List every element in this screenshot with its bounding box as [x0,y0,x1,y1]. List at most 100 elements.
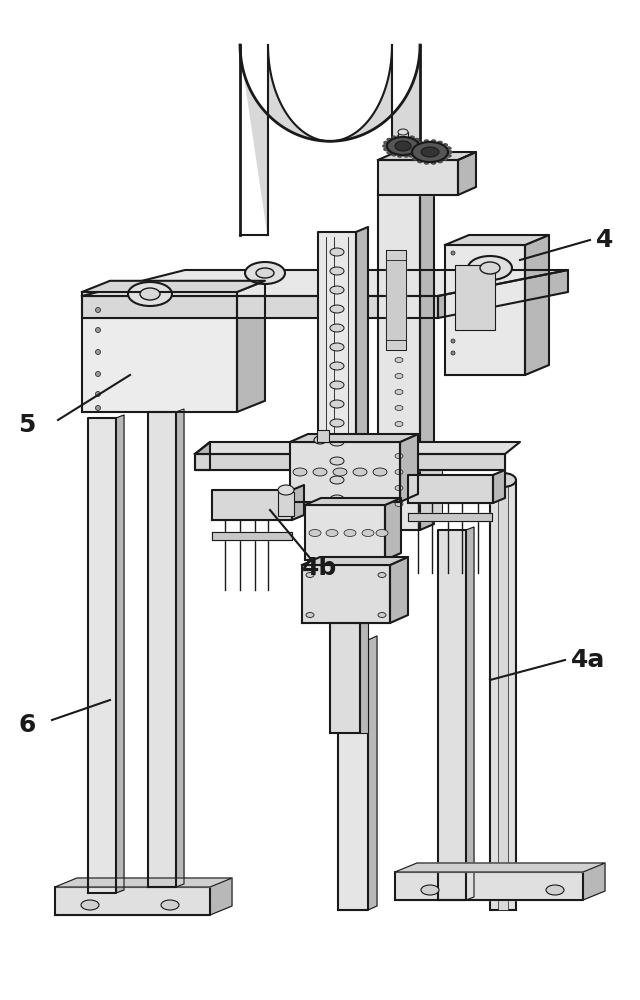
Polygon shape [395,863,605,872]
Ellipse shape [330,362,344,370]
Ellipse shape [330,343,344,351]
Bar [498,480,508,910]
Ellipse shape [451,351,455,355]
Bar [330,623,360,733]
Polygon shape [195,442,520,454]
Polygon shape [378,190,420,530]
Polygon shape [195,442,210,470]
Polygon shape [368,636,377,910]
Ellipse shape [326,530,338,536]
Ellipse shape [306,612,314,617]
Polygon shape [82,296,438,318]
Bar [278,492,294,516]
Polygon shape [356,227,368,522]
Ellipse shape [397,154,403,157]
Ellipse shape [95,328,100,332]
Ellipse shape [330,381,344,389]
Ellipse shape [395,486,403,490]
Ellipse shape [438,141,442,144]
Ellipse shape [421,885,439,895]
Ellipse shape [414,138,419,141]
Ellipse shape [395,389,403,394]
Polygon shape [390,557,408,623]
Ellipse shape [409,147,413,150]
Text: 4b: 4b [302,556,337,580]
Ellipse shape [387,151,392,154]
Polygon shape [583,863,605,900]
Ellipse shape [417,141,422,144]
Ellipse shape [446,147,451,150]
Ellipse shape [344,530,356,536]
Polygon shape [302,557,408,565]
Polygon shape [338,640,368,910]
Ellipse shape [410,136,415,139]
Ellipse shape [412,142,448,162]
Ellipse shape [443,158,448,161]
Ellipse shape [140,288,160,300]
Ellipse shape [330,248,344,256]
Polygon shape [305,498,401,505]
Polygon shape [212,490,292,520]
Ellipse shape [95,350,100,355]
Polygon shape [88,418,116,893]
Ellipse shape [408,150,413,153]
Ellipse shape [161,900,179,910]
Ellipse shape [392,153,397,156]
Polygon shape [148,412,176,887]
Ellipse shape [404,135,408,138]
Ellipse shape [95,371,100,376]
Ellipse shape [278,485,294,495]
Bar [455,265,495,330]
Ellipse shape [409,154,413,157]
Bar [420,470,442,520]
Ellipse shape [417,160,422,163]
Ellipse shape [410,153,415,156]
Ellipse shape [330,438,344,446]
Ellipse shape [395,141,411,151]
Ellipse shape [95,308,100,312]
Ellipse shape [245,262,285,284]
Polygon shape [420,184,434,530]
Ellipse shape [81,900,99,910]
Polygon shape [240,45,420,235]
Ellipse shape [438,160,442,163]
Polygon shape [525,235,549,375]
Ellipse shape [330,476,344,484]
Ellipse shape [392,136,397,139]
Polygon shape [292,485,304,520]
Ellipse shape [306,572,314,578]
Polygon shape [210,878,232,915]
Ellipse shape [412,143,417,146]
Bar [490,480,516,910]
Ellipse shape [383,144,387,147]
Bar [386,260,406,340]
Ellipse shape [395,470,403,475]
Ellipse shape [309,530,321,536]
Ellipse shape [546,885,564,895]
Ellipse shape [293,468,307,476]
Polygon shape [386,250,406,350]
Ellipse shape [480,262,500,274]
Ellipse shape [490,473,516,487]
Ellipse shape [330,286,344,294]
Ellipse shape [404,154,408,157]
Ellipse shape [330,305,344,313]
Ellipse shape [330,419,344,427]
Polygon shape [385,498,401,560]
Polygon shape [438,530,466,900]
Ellipse shape [95,391,100,396]
Ellipse shape [95,406,100,410]
Ellipse shape [373,468,387,476]
Ellipse shape [128,282,172,306]
Polygon shape [445,245,525,375]
Polygon shape [302,565,390,623]
Polygon shape [290,434,418,442]
Ellipse shape [383,141,388,144]
Ellipse shape [414,151,419,154]
Polygon shape [290,442,400,502]
Polygon shape [445,235,549,245]
Polygon shape [176,409,184,887]
Polygon shape [458,152,476,195]
Polygon shape [82,281,265,292]
Ellipse shape [395,454,403,458]
